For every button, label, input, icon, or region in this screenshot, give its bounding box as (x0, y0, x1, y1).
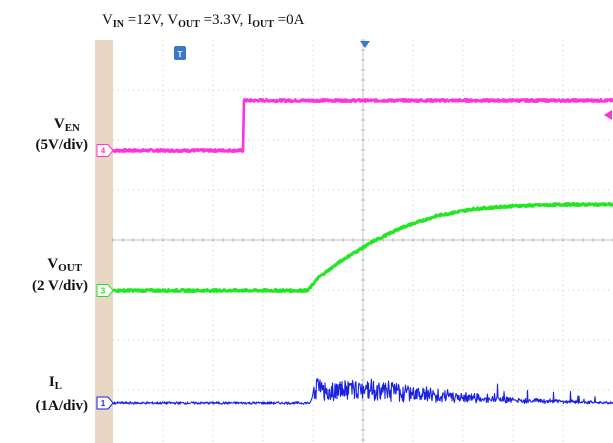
channel-marker-shape (96, 396, 114, 410)
label-vout-main: V (47, 256, 58, 272)
label-il-sub: L (55, 380, 62, 392)
channel-marker-shape (96, 284, 114, 297)
channel-marker-label: 4 (101, 147, 106, 156)
label-en-main: V (54, 116, 65, 132)
chart-title: VIN =12V, VOUT =3.3V, IOUT =0A (102, 12, 305, 30)
channel-label-il: IL (1A/div) (36, 374, 89, 414)
title-vin-sub: IN (113, 19, 125, 30)
label-il-main: I (49, 374, 55, 390)
channel-markers: 4 3 1 (96, 144, 114, 410)
title-vout: V (167, 12, 178, 28)
label-il-scale: (1A/div) (36, 398, 89, 414)
channel-marker-bar (95, 40, 113, 443)
title-vout-value: =3.3V, (200, 12, 247, 28)
channel-label-vout: VOUT (2 V/div) (32, 256, 88, 294)
channel-label-en: VEN (5V/div) (36, 116, 89, 153)
channel-marker-label: 3 (101, 287, 106, 296)
title-iout-sub: OUT (252, 19, 274, 30)
en-level-marker (604, 110, 612, 120)
channel-marker-il: 1 (96, 396, 114, 410)
title-iout-value: =0A (274, 12, 305, 28)
label-vout-scale: (2 V/div) (32, 278, 88, 294)
channel-marker-label: 1 (101, 399, 106, 408)
label-vout-sub: OUT (58, 262, 83, 274)
svg-text:VOUT: VOUT (47, 256, 82, 274)
label-en-scale: (5V/div) (36, 137, 89, 153)
title-iout: I (247, 12, 252, 28)
title-vin: V (102, 12, 113, 28)
trigger-marker-label: T (178, 50, 183, 59)
label-en-sub: EN (65, 122, 80, 134)
channel-marker-shape (96, 144, 114, 157)
title-vout-sub: OUT (178, 19, 200, 30)
trace-en (112, 98, 613, 153)
channel-marker-en: 4 (96, 144, 114, 157)
svg-text:IL: IL (49, 374, 62, 392)
svg-text:VEN: VEN (54, 116, 80, 134)
waveform-traces (111, 98, 613, 405)
trigger-marker: T (174, 46, 186, 60)
channel-marker-vout: 3 (96, 284, 114, 297)
trace-vout (111, 202, 613, 294)
title-vin-value: =12V, (124, 12, 167, 28)
trigger-marker-box (174, 46, 186, 60)
trace-il (112, 378, 613, 405)
time-reference-marker (360, 41, 370, 48)
